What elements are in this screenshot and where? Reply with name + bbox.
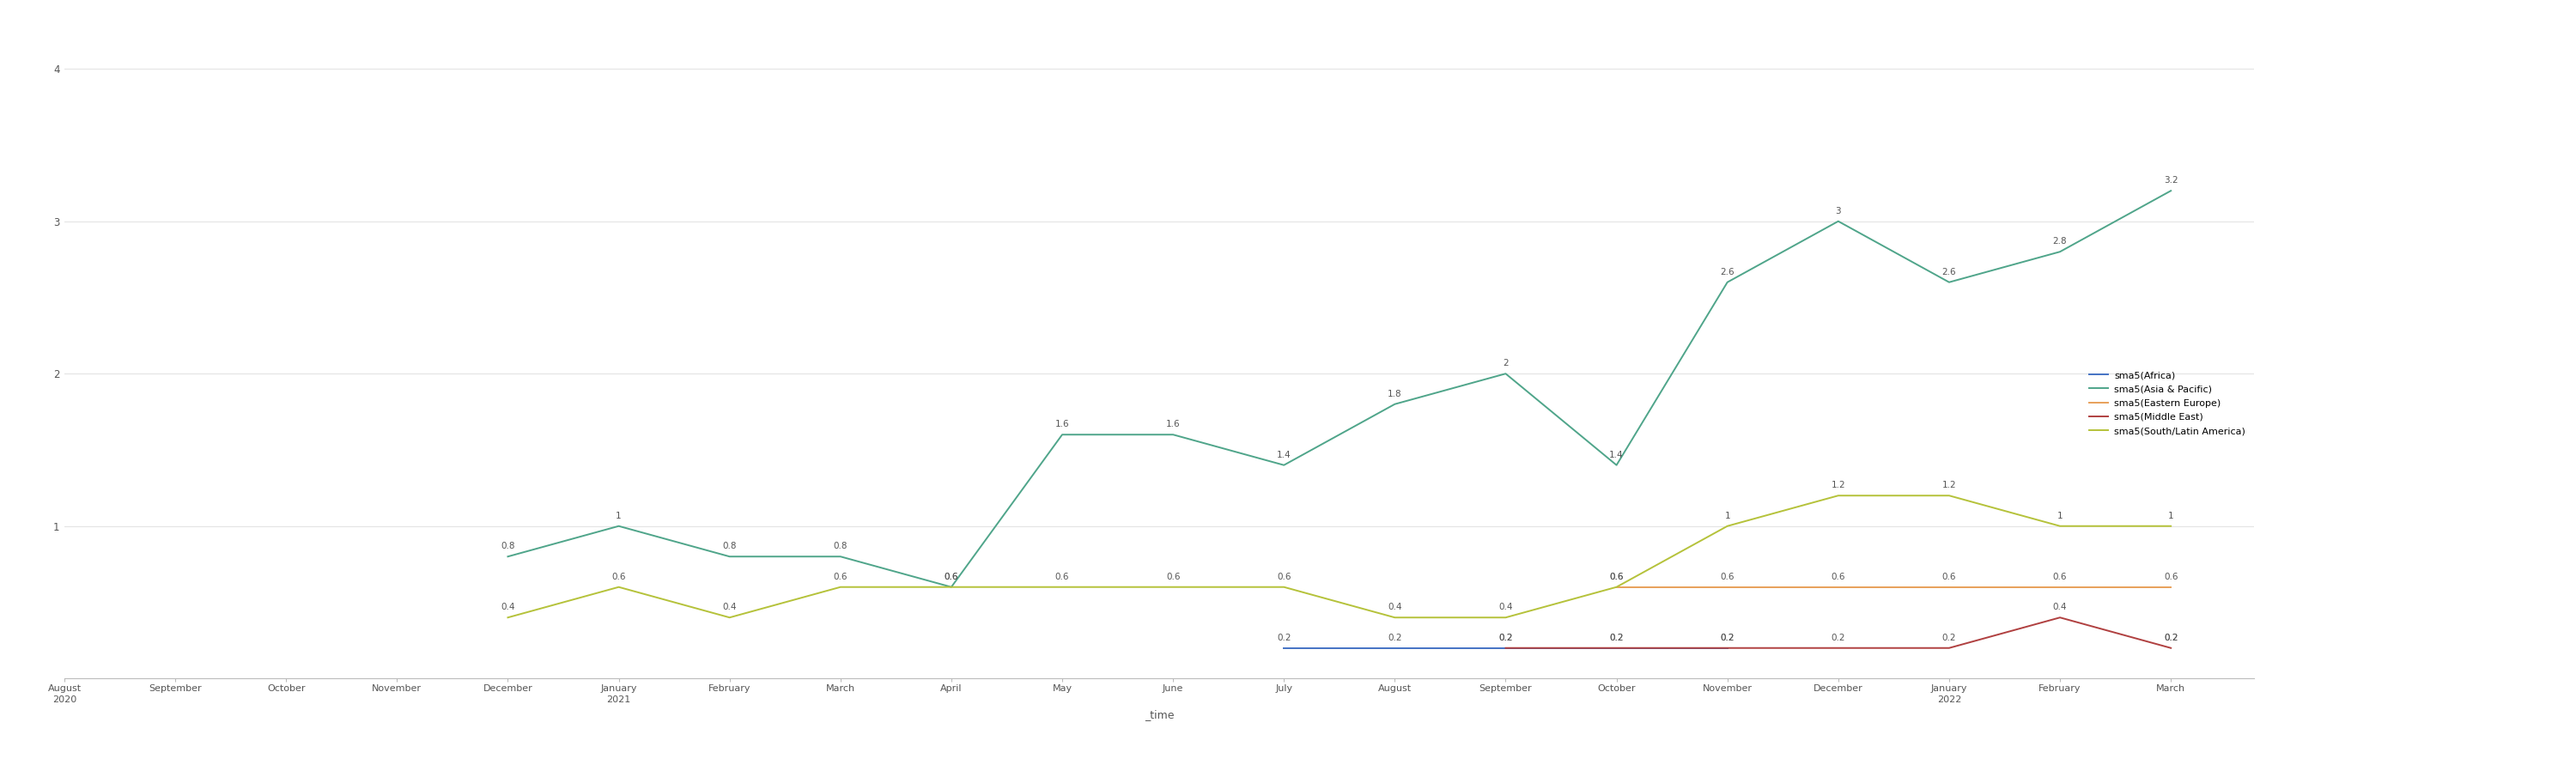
Text: 1: 1 [616,511,621,520]
Text: 0.6: 0.6 [1610,573,1623,581]
Text: 0.4: 0.4 [500,603,515,611]
Text: 0.6: 0.6 [1056,573,1069,581]
Text: 1.2: 1.2 [1942,481,1955,490]
Text: 0.2: 0.2 [1278,634,1291,642]
Text: 1: 1 [2169,511,2174,520]
Text: 0.4: 0.4 [721,603,737,611]
X-axis label: _time: _time [1144,709,1175,720]
Text: 1.4: 1.4 [1278,450,1291,460]
Text: 0.6: 0.6 [1278,573,1291,581]
Text: 0.2: 0.2 [2164,634,2177,642]
Text: 0.6: 0.6 [611,573,626,581]
Text: 0.2: 0.2 [1610,634,1623,642]
Text: 1: 1 [1723,511,1731,520]
Text: 1.4: 1.4 [1610,450,1623,460]
Text: 0.6: 0.6 [2053,573,2066,581]
Text: 0.6: 0.6 [945,573,958,581]
Text: 0.6: 0.6 [1942,573,1955,581]
Text: 0.6: 0.6 [1610,573,1623,581]
Text: 3.2: 3.2 [2164,177,2177,185]
Text: 0.8: 0.8 [721,542,737,550]
Text: 0.8: 0.8 [835,542,848,550]
Text: 1: 1 [2058,511,2063,520]
Text: 0.6: 0.6 [2164,573,2177,581]
Text: 0.6: 0.6 [1832,573,1844,581]
Text: 1.6: 1.6 [1167,420,1180,429]
Text: 0.2: 0.2 [1721,634,1734,642]
Text: 0.6: 0.6 [1721,573,1734,581]
Legend: sma5(Africa), sma5(Asia & Pacific), sma5(Eastern Europe), sma5(Middle East), sma: sma5(Africa), sma5(Asia & Pacific), sma5… [2087,367,2249,439]
Text: 1.2: 1.2 [1832,481,1844,490]
Text: 2.6: 2.6 [1942,268,1955,276]
Text: 0.4: 0.4 [1388,603,1401,611]
Text: 0.4: 0.4 [2053,603,2066,611]
Text: 0.4: 0.4 [1499,603,1512,611]
Text: 0.2: 0.2 [1388,634,1401,642]
Text: 0.2: 0.2 [2164,634,2177,642]
Text: 2.8: 2.8 [2053,237,2066,246]
Text: 0.2: 0.2 [1721,634,1734,642]
Text: 1.8: 1.8 [1388,389,1401,398]
Text: 2: 2 [1502,359,1510,368]
Text: 0.2: 0.2 [1832,634,1844,642]
Text: 0.2: 0.2 [1942,634,1955,642]
Text: 1.6: 1.6 [1056,420,1069,429]
Text: 0.6: 0.6 [1167,573,1180,581]
Text: 3: 3 [1837,207,1842,215]
Text: 0.6: 0.6 [835,573,848,581]
Text: 2.6: 2.6 [1721,268,1734,276]
Text: 0.8: 0.8 [500,542,515,550]
Text: 0.2: 0.2 [1610,634,1623,642]
Text: 0.2: 0.2 [1499,634,1512,642]
Text: 0.6: 0.6 [945,573,958,581]
Text: 0.2: 0.2 [1499,634,1512,642]
